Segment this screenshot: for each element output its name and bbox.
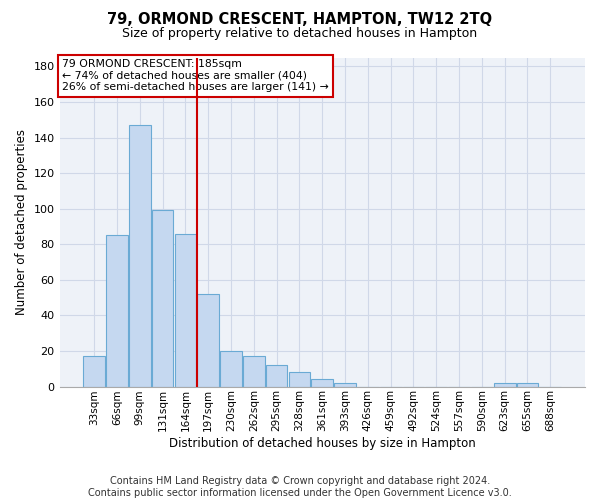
Bar	[220, 351, 242, 386]
Bar	[266, 365, 287, 386]
X-axis label: Distribution of detached houses by size in Hampton: Distribution of detached houses by size …	[169, 437, 476, 450]
Bar	[494, 383, 515, 386]
Bar	[517, 383, 538, 386]
Bar	[152, 210, 173, 386]
Bar	[106, 236, 128, 386]
Y-axis label: Number of detached properties: Number of detached properties	[15, 129, 28, 315]
Bar	[289, 372, 310, 386]
Bar	[243, 356, 265, 386]
Bar	[175, 234, 196, 386]
Text: 79 ORMOND CRESCENT: 185sqm
← 74% of detached houses are smaller (404)
26% of sem: 79 ORMOND CRESCENT: 185sqm ← 74% of deta…	[62, 59, 329, 92]
Bar	[129, 125, 151, 386]
Bar	[197, 294, 219, 386]
Text: Contains HM Land Registry data © Crown copyright and database right 2024.
Contai: Contains HM Land Registry data © Crown c…	[88, 476, 512, 498]
Bar	[334, 383, 356, 386]
Text: 79, ORMOND CRESCENT, HAMPTON, TW12 2TQ: 79, ORMOND CRESCENT, HAMPTON, TW12 2TQ	[107, 12, 493, 28]
Text: Size of property relative to detached houses in Hampton: Size of property relative to detached ho…	[122, 28, 478, 40]
Bar	[83, 356, 105, 386]
Bar	[311, 380, 333, 386]
